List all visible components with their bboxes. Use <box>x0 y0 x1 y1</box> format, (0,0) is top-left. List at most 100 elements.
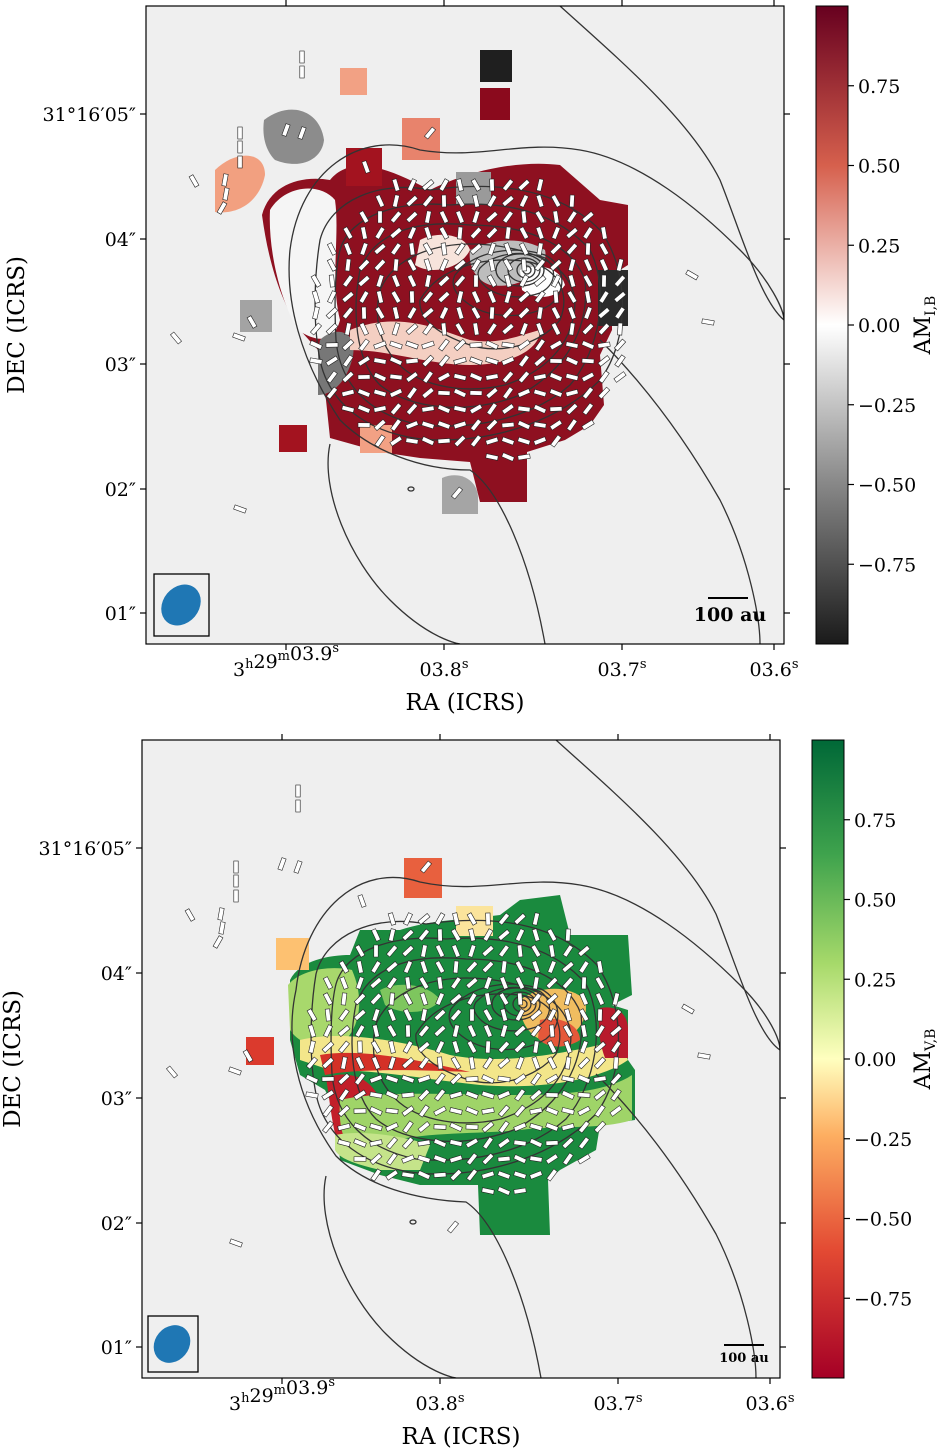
polarization-vector <box>357 1040 363 1054</box>
polarization-vector <box>485 226 499 240</box>
colorbar-ticks-top: 0.75 0.50 0.25 0.00 −0.25 −0.50 −0.75 <box>848 76 916 576</box>
contour <box>327 443 461 644</box>
polarization-vector <box>578 960 590 974</box>
polarization-vector <box>486 194 498 208</box>
polarization-vector <box>685 269 699 281</box>
polarization-vector <box>453 274 467 288</box>
polarization-vector <box>581 322 595 336</box>
polarization-vector <box>594 976 606 990</box>
polarization-vector <box>437 290 451 304</box>
polarization-vector <box>377 210 383 224</box>
polarization-vector <box>469 356 483 366</box>
polarization-vector <box>454 322 466 336</box>
polarization-vector <box>170 331 182 345</box>
polarization-vector <box>485 1040 491 1054</box>
polarization-vector <box>421 436 435 446</box>
polarization-vector <box>497 1186 511 1196</box>
polarization-vector <box>369 1152 383 1166</box>
polarization-vector <box>517 370 531 384</box>
polarization-vector <box>565 388 579 398</box>
polarization-vector <box>485 373 499 381</box>
polarization-vector <box>437 420 451 430</box>
polarization-vector <box>390 210 402 224</box>
polarization-vector <box>433 1024 447 1038</box>
colorbar-top <box>815 5 849 645</box>
polarization-vector <box>417 1139 431 1147</box>
colorbar-tick-label: 0.75 <box>858 76 900 98</box>
polarization-vector <box>237 140 243 154</box>
polarization-vector <box>473 274 479 288</box>
scale-bar-label: 100 au <box>719 1351 769 1366</box>
polarization-vector <box>406 306 418 320</box>
polarization-vector <box>355 1056 365 1070</box>
polarization-vector <box>405 437 419 445</box>
polarization-vector <box>701 318 715 326</box>
y-tick-label: 01″ <box>105 603 136 625</box>
polarization-vector <box>339 976 349 990</box>
polarization-vector <box>405 371 419 383</box>
polarization-vector <box>401 1105 415 1117</box>
polarization-vector <box>325 322 339 336</box>
map-pixel <box>404 858 442 898</box>
polarization-vector <box>310 322 322 336</box>
polarization-vector <box>582 274 594 288</box>
polarization-vector <box>401 1136 415 1150</box>
polarization-vector <box>299 50 305 64</box>
beam-ellipse <box>161 584 201 626</box>
polarization-vector <box>359 242 369 256</box>
polarization-vector <box>337 1123 351 1131</box>
contour <box>407 486 415 492</box>
polarization-vector <box>597 306 611 320</box>
polarization-vector <box>561 961 575 973</box>
polarization-vector <box>360 226 368 240</box>
polarization-vector <box>598 290 610 304</box>
polarization-vector <box>420 860 432 874</box>
polarization-vector <box>467 1024 477 1038</box>
polarization-vector <box>434 960 446 974</box>
polarization-vector <box>569 194 575 208</box>
polarization-vector <box>593 1089 607 1101</box>
polarization-vector <box>418 976 430 990</box>
polarization-vector <box>242 1049 254 1063</box>
polarization-vector <box>385 1090 399 1100</box>
polarization-vector <box>497 1155 511 1163</box>
polarization-vector <box>312 306 320 320</box>
polarization-vector <box>470 306 482 320</box>
polarization-vector <box>233 860 239 874</box>
polarization-vector <box>422 370 434 384</box>
polarization-vector <box>534 290 546 304</box>
polarization-vector <box>465 976 479 990</box>
polarization-vector <box>565 242 579 256</box>
polarization-vector <box>567 306 577 320</box>
axes-top: 3h29m03.9s 03.8s 03.7s 03.6s 01″ 02″ 03″ 04″ 31°… <box>43 0 798 681</box>
polarization-vector <box>466 1168 478 1182</box>
polarization-vector <box>581 358 595 364</box>
polarization-vector <box>184 908 196 922</box>
plot-frame-top <box>145 5 785 645</box>
polarization-vector <box>305 1074 319 1084</box>
polarization-vector <box>465 1137 479 1149</box>
contour <box>409 1219 417 1225</box>
polarization-vector <box>471 210 481 224</box>
polarization-vector <box>307 1024 317 1038</box>
colorbar-tick-label: 0.75 <box>854 810 896 832</box>
polarization-vector <box>421 420 435 430</box>
polarization-vector <box>420 1008 428 1022</box>
polarization-vector <box>374 226 386 240</box>
polarization-vector <box>449 1008 463 1022</box>
polarization-vector <box>453 373 467 381</box>
polarization-vector <box>531 928 541 942</box>
polarization-vector <box>514 1088 526 1102</box>
map-region <box>288 968 360 1047</box>
polarization-vector <box>418 1024 430 1038</box>
polarization-vector <box>520 210 528 224</box>
beam-box <box>153 573 210 637</box>
polarization-vector <box>421 387 435 399</box>
polarization-vector <box>470 178 482 192</box>
polarization-vector <box>466 992 478 1006</box>
polarization-vector <box>375 274 385 288</box>
polarization-vector <box>341 338 355 352</box>
polarization-vector <box>437 274 451 288</box>
polarization-vector <box>485 453 499 461</box>
polarization-vector <box>530 944 542 958</box>
